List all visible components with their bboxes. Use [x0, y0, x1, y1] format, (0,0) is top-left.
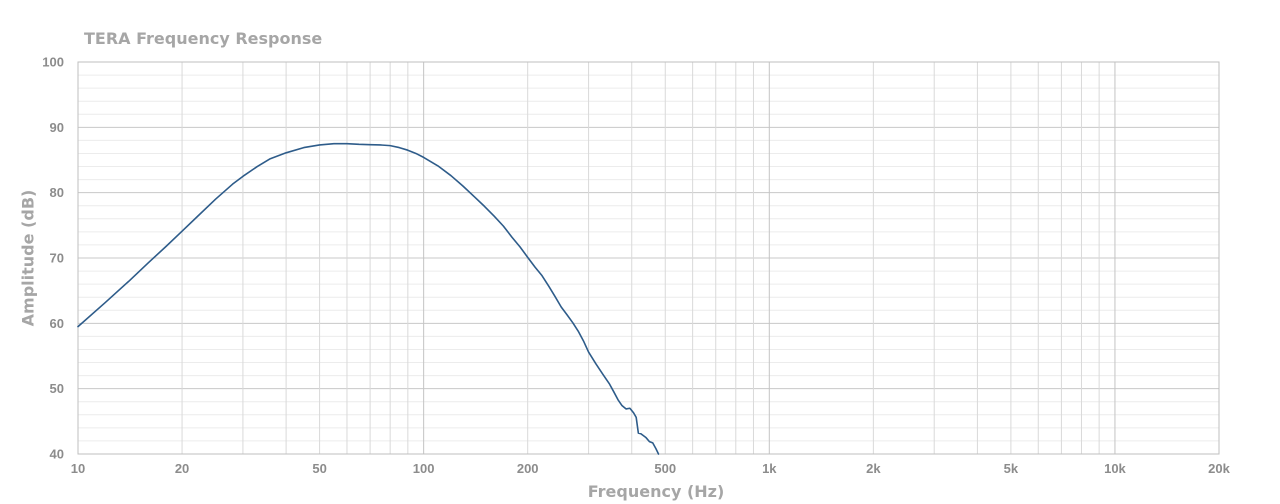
y-tick-label: 70	[50, 251, 64, 266]
y-tick-label: 90	[50, 120, 64, 135]
y-tick-label: 40	[50, 447, 64, 462]
x-tick-label: 20	[175, 461, 189, 476]
x-tick-label: 2k	[866, 461, 881, 476]
x-tick-label: 20k	[1208, 461, 1230, 476]
x-tick-label: 1k	[762, 461, 777, 476]
x-tick-label: 100	[413, 461, 435, 476]
plot-border	[77, 61, 1220, 455]
y-tick-label: 60	[50, 316, 64, 331]
x-tick-label: 50	[312, 461, 326, 476]
y-axis-title: Amplitude (dB)	[18, 189, 38, 327]
x-tick-label: 10	[71, 461, 85, 476]
minor-gridlines	[78, 74, 1219, 442]
series-line	[77, 142, 660, 455]
y-tick-labels: 40 50 60 70 80 90 100	[42, 55, 64, 462]
y-tick-label: 80	[50, 185, 64, 200]
major-gridlines	[77, 61, 1220, 455]
y-tick-label: 100	[42, 55, 64, 70]
x-tick-label: 5k	[1004, 461, 1019, 476]
y-tick-label: 50	[50, 381, 64, 396]
x-tick-label: 500	[654, 461, 676, 476]
chart-title: TERA Frequency Response	[84, 29, 323, 48]
x-axis-title: Frequency (Hz)	[587, 482, 725, 501]
x-tick-label: 200	[517, 461, 539, 476]
x-tick-label: 10k	[1104, 461, 1126, 476]
series-layer	[77, 142, 660, 455]
x-tick-labels: 10 20 50 100 200 500 1k 2k 5k 10k 20k	[71, 461, 1231, 476]
